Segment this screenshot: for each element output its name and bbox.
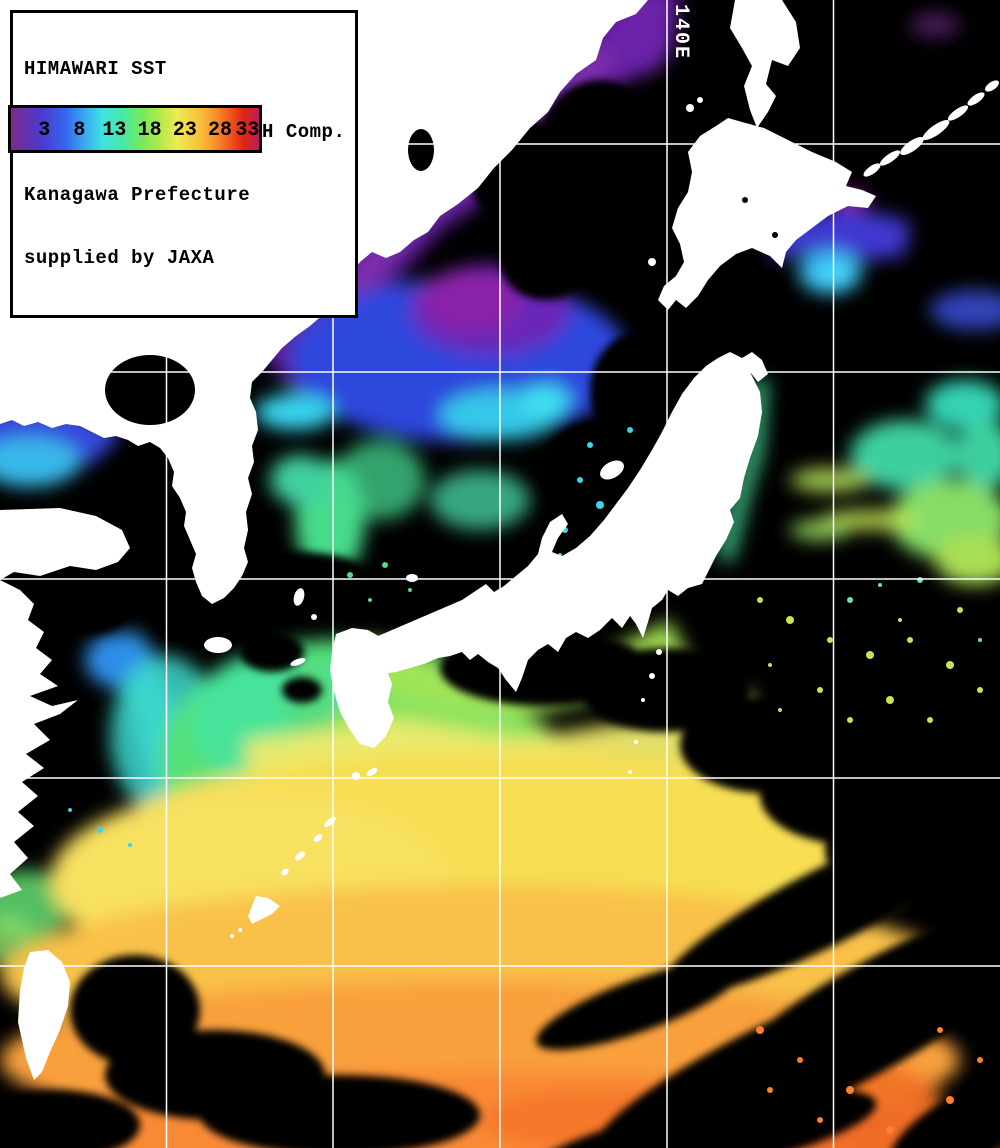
land-kyushu: [330, 628, 394, 748]
title-line-product: HIMAWARI SST: [24, 58, 167, 80]
green-speckles: [347, 562, 412, 602]
colorbar-tick-label: 3: [38, 119, 51, 142]
land-kuril-islands: [648, 80, 999, 266]
land-okinawa: [248, 896, 280, 924]
colorbar-tick-label: 8: [73, 119, 86, 142]
land-hokkaido: [658, 118, 876, 310]
land-honshu: [358, 352, 768, 692]
land-shandong: [0, 508, 130, 580]
yellow-green-speckles: [757, 597, 983, 723]
colorbar-tick-label: 13: [102, 119, 127, 142]
orange-speckles: [756, 1026, 983, 1134]
colorbar: 3 8 13 18 23 28 33: [8, 105, 262, 153]
lake-khanka: [408, 129, 434, 171]
colorbar-tick-label: 33: [235, 119, 260, 142]
grid-label-meridian: 140E: [669, 4, 692, 61]
title-box: HIMAWARI SST 2026/01/14 11(UTC) 3H Comp.…: [10, 10, 358, 318]
colorbar-tick-label: 28: [208, 119, 233, 142]
title-line-attribution: supplied by JAXA: [24, 247, 215, 269]
colorbar-tick-label: 18: [137, 119, 162, 142]
grid-label-parallel: 40N: [2, 347, 45, 370]
land-taiwan: [18, 950, 70, 1080]
land-sakhalin: [730, 0, 800, 128]
land-small-islands: [204, 460, 662, 876]
title-line-region: Kanagawa Prefecture: [24, 184, 251, 206]
land-china-coast: [0, 580, 78, 898]
land-shikoku: [426, 610, 504, 650]
colorbar-gradient: [11, 108, 259, 150]
colorbar-tick-label: 23: [172, 119, 197, 142]
land-jeju: [204, 637, 232, 653]
